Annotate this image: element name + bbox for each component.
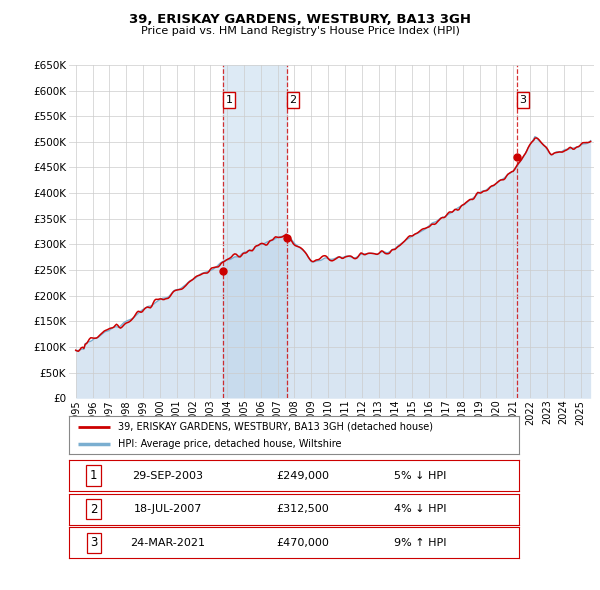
Text: £312,500: £312,500 xyxy=(277,504,329,514)
Text: 5% ↓ HPI: 5% ↓ HPI xyxy=(394,471,446,480)
Text: HPI: Average price, detached house, Wiltshire: HPI: Average price, detached house, Wilt… xyxy=(119,438,342,448)
Bar xyxy=(223,65,287,398)
Text: £249,000: £249,000 xyxy=(277,471,329,480)
Text: 9% ↑ HPI: 9% ↑ HPI xyxy=(394,538,446,548)
Text: 39, ERISKAY GARDENS, WESTBURY, BA13 3GH (detached house): 39, ERISKAY GARDENS, WESTBURY, BA13 3GH … xyxy=(119,422,433,432)
Text: Price paid vs. HM Land Registry's House Price Index (HPI): Price paid vs. HM Land Registry's House … xyxy=(140,26,460,36)
Text: £470,000: £470,000 xyxy=(277,538,329,548)
Text: 4% ↓ HPI: 4% ↓ HPI xyxy=(394,504,446,514)
Text: 2: 2 xyxy=(289,95,296,105)
Text: 2: 2 xyxy=(90,503,97,516)
Text: 39, ERISKAY GARDENS, WESTBURY, BA13 3GH: 39, ERISKAY GARDENS, WESTBURY, BA13 3GH xyxy=(129,13,471,26)
Text: 18-JUL-2007: 18-JUL-2007 xyxy=(134,504,202,514)
Text: 1: 1 xyxy=(226,95,232,105)
Text: 24-MAR-2021: 24-MAR-2021 xyxy=(131,538,205,548)
Text: 29-SEP-2003: 29-SEP-2003 xyxy=(133,471,203,480)
Text: 3: 3 xyxy=(90,536,97,549)
Text: 3: 3 xyxy=(520,95,527,105)
Text: 1: 1 xyxy=(90,469,97,482)
